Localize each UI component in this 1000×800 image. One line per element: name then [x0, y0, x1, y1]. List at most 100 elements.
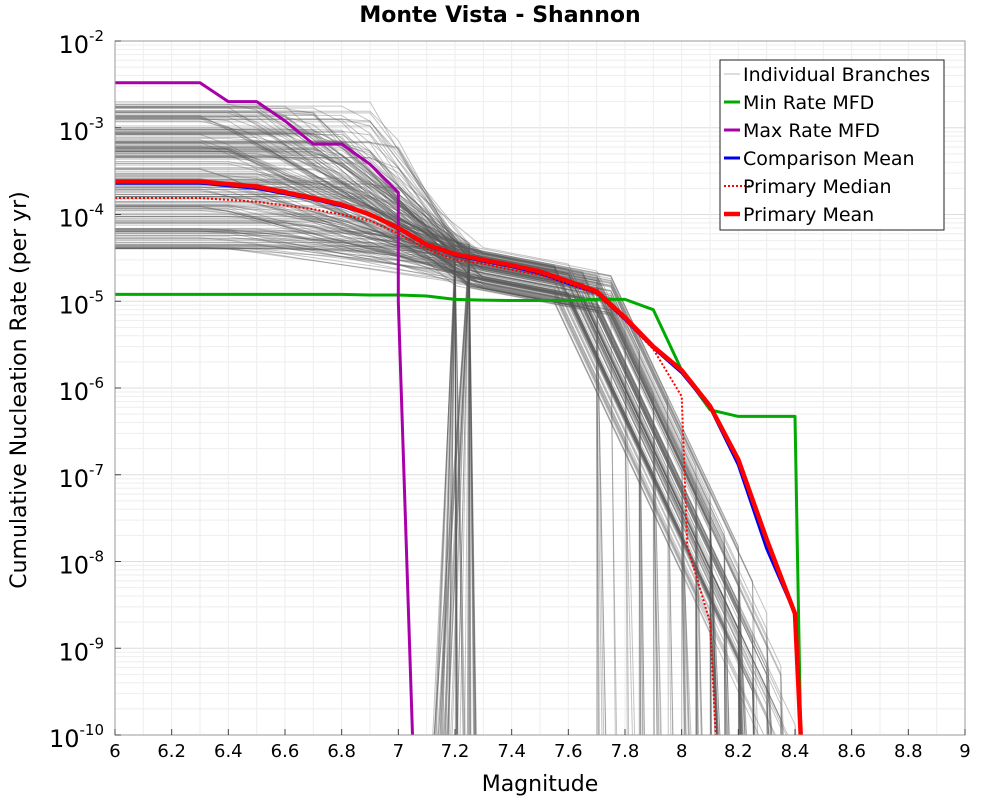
- branch-curve: [115, 243, 475, 735]
- branch-curve: [115, 205, 716, 735]
- branch-curve: [115, 179, 672, 735]
- branch-curve: [115, 186, 757, 735]
- branch-curve: [115, 180, 720, 735]
- branch-curve: [115, 229, 718, 735]
- summary-series: [115, 81, 803, 735]
- branch-curve: [115, 198, 669, 735]
- legend: Individual Branches Min Rate MFD Max Rate …: [719, 59, 945, 231]
- branch-curve: [115, 116, 697, 735]
- branch-curve: [115, 196, 470, 735]
- branch-curve: [115, 242, 697, 735]
- y-tick-base: 10: [49, 725, 80, 753]
- branch-curve: [115, 230, 476, 735]
- branch-curve: [115, 167, 470, 735]
- branch-curve: [115, 137, 685, 735]
- y-tick-label: 10-5: [58, 287, 104, 319]
- y-tick-label: 10-10: [49, 721, 104, 753]
- branch-curve: [115, 164, 470, 735]
- branch-curve: [115, 151, 655, 735]
- branch-curve: [115, 161, 718, 735]
- branch-curve: [115, 216, 599, 735]
- branch-curve: [115, 168, 746, 735]
- branch-curve: [115, 182, 712, 735]
- branch-curve: [115, 110, 630, 735]
- y-tick-label: 10-3: [58, 114, 104, 146]
- x-tick-label: 9: [959, 741, 970, 762]
- chart-title: Monte Vista - Shannon: [359, 3, 640, 28]
- branch-curve: [115, 153, 697, 735]
- branch-curve: [115, 188, 642, 735]
- branch-curve: [115, 216, 782, 735]
- branch-curve: [115, 106, 607, 735]
- y-tick-exponent: -4: [89, 201, 104, 219]
- branch-curve: [115, 206, 474, 735]
- branch-curve: [115, 230, 686, 735]
- branch-curve: [115, 200, 755, 735]
- branch-curve: [115, 138, 718, 735]
- branch-curve: [115, 246, 456, 735]
- y-tick-exponent: -8: [89, 548, 104, 566]
- legend-label: Primary Median: [743, 176, 892, 198]
- branch-curve: [115, 202, 729, 735]
- branch-curve: [115, 169, 740, 735]
- branch-curve: [115, 247, 658, 735]
- y-tick-label: 10-9: [58, 634, 104, 666]
- x-tick-label: 6.8: [327, 741, 356, 762]
- branch-curve: [115, 205, 456, 735]
- x-tick-label: 8.6: [837, 741, 866, 762]
- branch-curve: [115, 150, 718, 735]
- branch-curve: [115, 143, 727, 735]
- y-tick-base: 10: [58, 465, 89, 493]
- branch-curve: [115, 206, 456, 735]
- x-tick-label: 8: [676, 741, 687, 762]
- branch-curve: [115, 112, 746, 735]
- branch-curve: [115, 116, 746, 735]
- branch-curve: [115, 178, 640, 735]
- branch-curve: [115, 127, 782, 735]
- branch-curve: [115, 208, 742, 735]
- branch-curve: [115, 149, 719, 735]
- branch-curve: [115, 143, 703, 735]
- branch-curve: [115, 228, 759, 735]
- y-tick-base: 10: [58, 118, 89, 146]
- legend-label: Individual Branches: [743, 64, 930, 86]
- branch-curve: [115, 231, 690, 735]
- branch-curve: [115, 248, 456, 735]
- branch-curve: [115, 110, 470, 735]
- legend-label: Min Rate MFD: [743, 92, 874, 114]
- branch-curve: [115, 196, 628, 735]
- branch-curve: [115, 147, 644, 735]
- branch-curve: [115, 221, 782, 735]
- branch-curve: [115, 244, 769, 735]
- branch-curve: [115, 106, 712, 735]
- branch-curve: [115, 155, 456, 735]
- branch-curve: [115, 156, 719, 735]
- y-tick-label: 10-4: [58, 201, 104, 233]
- branch-curve: [115, 248, 656, 735]
- x-tick-label: 7: [393, 741, 404, 762]
- branch-curve: [115, 186, 459, 735]
- branch-curve: [115, 110, 456, 735]
- branch-curve: [115, 215, 771, 735]
- branch-curve: [115, 155, 475, 735]
- x-tick-label: 6: [109, 741, 120, 762]
- branch-curve: [115, 246, 718, 735]
- y-tick-base: 10: [58, 638, 89, 666]
- y-tick-exponent: -10: [80, 721, 105, 739]
- branch-curve: [115, 222, 698, 735]
- branch-curve: [115, 230, 607, 735]
- branch-curve: [115, 141, 727, 735]
- branch-curve: [115, 133, 470, 735]
- branch-curve: [115, 206, 456, 735]
- branch-curve: [115, 222, 660, 735]
- y-tick-base: 10: [58, 205, 89, 233]
- x-axis-ticks: 6 6.2 6.4 6.6 6.8 7 7.2 7.4 7.6 7.8 8 8.2 8.4 8.6 8.8 9: [109, 729, 971, 762]
- y-tick-label: 10-8: [58, 548, 104, 580]
- branch-curve: [115, 207, 458, 735]
- y-tick-exponent: -7: [89, 461, 104, 479]
- branch-curve: [115, 152, 765, 735]
- branch-curve: [115, 118, 470, 735]
- branch-curve: [115, 133, 728, 735]
- branch-curve: [115, 141, 687, 735]
- branch-curve: [115, 237, 768, 735]
